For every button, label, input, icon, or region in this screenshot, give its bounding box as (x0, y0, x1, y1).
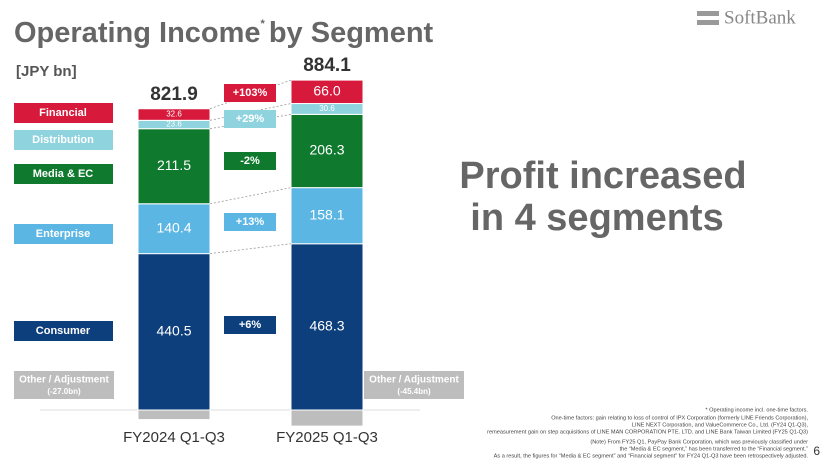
legend-box (14, 103, 113, 123)
bar-segment (290, 113, 364, 189)
legend-box (14, 371, 114, 399)
legend-box (364, 371, 464, 399)
page-number: 6 (813, 444, 820, 458)
message: in 4 segments (470, 197, 723, 239)
connector (209, 243, 292, 255)
x-tick-label: FY2025 Q1-Q3 (276, 429, 378, 446)
x-tick-label: FY2024 Q1-Q3 (123, 429, 225, 446)
legend-label: Consumer (36, 325, 91, 337)
value-label: (-45.4bn) (397, 387, 431, 396)
footnote: the “Media & EC segment,” has been trans… (620, 446, 809, 452)
value-label: 440.5 (156, 323, 191, 339)
value-label: 158.1 (309, 206, 344, 222)
change-label: +103% (233, 87, 268, 99)
value-label: 468.3 (309, 318, 344, 334)
bar-segment (137, 203, 211, 255)
unit: [JPY bn] (16, 63, 77, 80)
change-label: +13% (236, 216, 265, 228)
bar-segment (290, 409, 364, 427)
legend-box (14, 130, 113, 150)
change-box (224, 316, 276, 334)
total-label: 821.9 (150, 84, 198, 105)
bar-segment (137, 409, 211, 421)
change-box (224, 110, 276, 128)
change-label: +29% (236, 113, 265, 125)
footnote: (Note) From FY25 Q1, PayPay Bank Corpora… (590, 439, 808, 445)
value-label: 211.5 (157, 157, 191, 173)
value-label: 32.6 (166, 110, 182, 119)
legend-label: Distribution (32, 134, 94, 146)
footnote: remeasurement gain on step acquisitions … (487, 429, 808, 435)
value-label: 140.4 (156, 219, 191, 235)
footnote: LINE NEXT Corporation, and ValueCommerce… (632, 422, 809, 428)
legend-box (14, 321, 113, 341)
legend-label: Other / Adjustment (19, 375, 109, 386)
value-label: 30.6 (319, 104, 335, 113)
bar-segment (137, 108, 211, 121)
bar-segment (290, 79, 364, 105)
bar-segment (290, 187, 364, 245)
change-label: +6% (239, 319, 262, 331)
legend-label: Other / Adjustment (369, 375, 459, 386)
change-box (224, 84, 276, 102)
legend-box (14, 224, 113, 244)
connector (209, 187, 292, 205)
logo: SoftBank (697, 7, 796, 28)
logo-text: SoftBank (724, 7, 796, 28)
value-label: 66.0 (313, 83, 340, 99)
legend-label: Enterprise (36, 228, 90, 240)
title-text: Operating Income (14, 17, 261, 49)
total-label: 884.1 (303, 55, 351, 76)
value-label: (-27.0bn) (47, 387, 81, 396)
change-box (224, 152, 276, 170)
title-end: by Segment (269, 17, 434, 49)
message: Profit increased (459, 155, 746, 197)
change-box (224, 213, 276, 231)
footnote: One-time factors: gain relating to loss … (551, 415, 808, 421)
footnotes: * Operating income incl. one-time factor… (487, 407, 808, 459)
legend-label: Media & EC (33, 168, 94, 180)
bar-segment (137, 128, 211, 205)
value-label: 23.6 (166, 120, 182, 129)
change-label: -2% (240, 155, 260, 167)
logo-bar (697, 11, 719, 16)
footnote: * Operating income incl. one-time factor… (705, 407, 808, 413)
title: Operating Income* by Segment (14, 17, 434, 49)
value-label: 206.3 (309, 142, 344, 158)
title-mark: * (261, 18, 266, 30)
logo-bar (697, 20, 719, 25)
legend-label: Financial (39, 107, 87, 119)
legend-box (14, 164, 113, 184)
footnote: As a result, the figures for “Media & EC… (494, 453, 809, 459)
